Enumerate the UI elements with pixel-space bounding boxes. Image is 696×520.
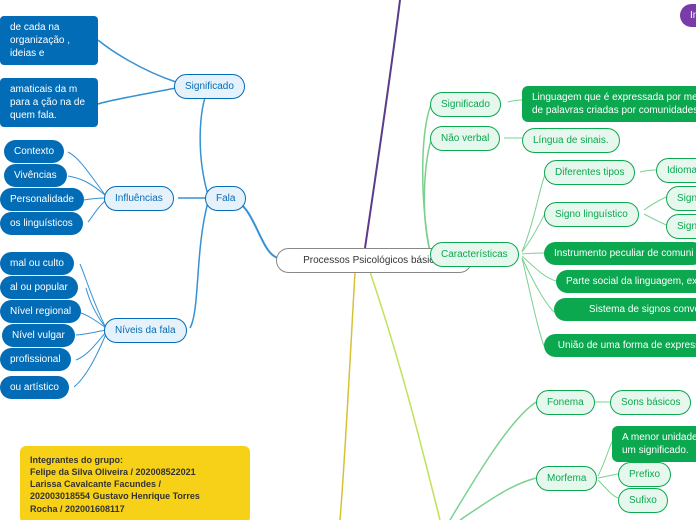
node-idioma[interactable]: Idioma	[656, 158, 696, 183]
node-vivencias[interactable]: Vivências	[4, 164, 67, 187]
node-c1: Instrumento peculiar de comuni	[544, 242, 696, 265]
node-nf5[interactable]: profissional	[0, 348, 71, 371]
node-fala[interactable]: Fala	[205, 186, 246, 211]
node-contexto[interactable]: Contexto	[4, 140, 64, 163]
node-nf1[interactable]: mal ou culto	[0, 252, 74, 275]
node-signo-ling[interactable]: Signo linguístico	[544, 202, 639, 227]
mindmap-canvas: Processos Psicológicos básicos Infe Fala…	[0, 0, 696, 520]
node-c2: Parte social da linguagem, ex	[556, 270, 696, 293]
node-personalidade[interactable]: Personalidade	[0, 188, 84, 211]
node-dif-tipos[interactable]: Diferentes tipos	[544, 160, 635, 185]
node-c4: União de uma forma de express pe	[544, 334, 696, 357]
node-morf-txt: A menor unidade d um significado.	[612, 426, 696, 462]
node-niveis[interactable]: Níveis da fala	[104, 318, 187, 343]
node-sufixo[interactable]: Sufixo	[618, 488, 668, 513]
node-fonema[interactable]: Fonema	[536, 390, 595, 415]
credits-line: Felipe da Silva Oliveira / 202008522021	[30, 466, 240, 478]
node-c3: Sistema de signos conven a	[554, 298, 696, 321]
node-sig-text2: amaticais da m para a ção na de quem fal…	[0, 78, 98, 127]
credits-line: 202003018554 Gustavo Henrique Torres	[30, 490, 240, 502]
node-purple-top[interactable]: Infe	[680, 4, 696, 27]
node-morfema[interactable]: Morfema	[536, 466, 597, 491]
credits-line: Larissa Cavalcante Facundes /	[30, 478, 240, 490]
node-sig-text1: de cada na organização , ideias e	[0, 16, 98, 65]
node-significado-right[interactable]: Significado	[430, 92, 501, 117]
node-nv-text: Língua de sinais.	[522, 128, 620, 153]
node-caracteristicas[interactable]: Características	[430, 242, 519, 267]
node-prefixo[interactable]: Prefixo	[618, 462, 671, 487]
node-sign1[interactable]: Sign	[666, 186, 696, 211]
node-os-ling[interactable]: os linguísticos	[0, 212, 83, 235]
node-nao-verbal[interactable]: Não verbal	[430, 126, 500, 151]
node-sign2[interactable]: Sign	[666, 214, 696, 239]
node-nf3[interactable]: Nível regional	[0, 300, 81, 323]
node-nf6[interactable]: ou artístico	[0, 376, 69, 399]
node-nf2[interactable]: al ou popular	[0, 276, 78, 299]
node-influencias[interactable]: Influências	[104, 186, 174, 211]
node-sons[interactable]: Sons básicos	[610, 390, 691, 415]
node-nf4[interactable]: Nível vulgar	[2, 324, 75, 347]
node-significado-left[interactable]: Significado	[174, 74, 245, 99]
credits-box: Integrantes do grupo: Felipe da Silva Ol…	[20, 446, 250, 520]
credits-line: Rocha / 202001608117	[30, 503, 240, 515]
credits-title: Integrantes do grupo:	[30, 454, 240, 466]
node-sig-text-right: Linguagem que é expressada por meio de p…	[522, 86, 696, 122]
